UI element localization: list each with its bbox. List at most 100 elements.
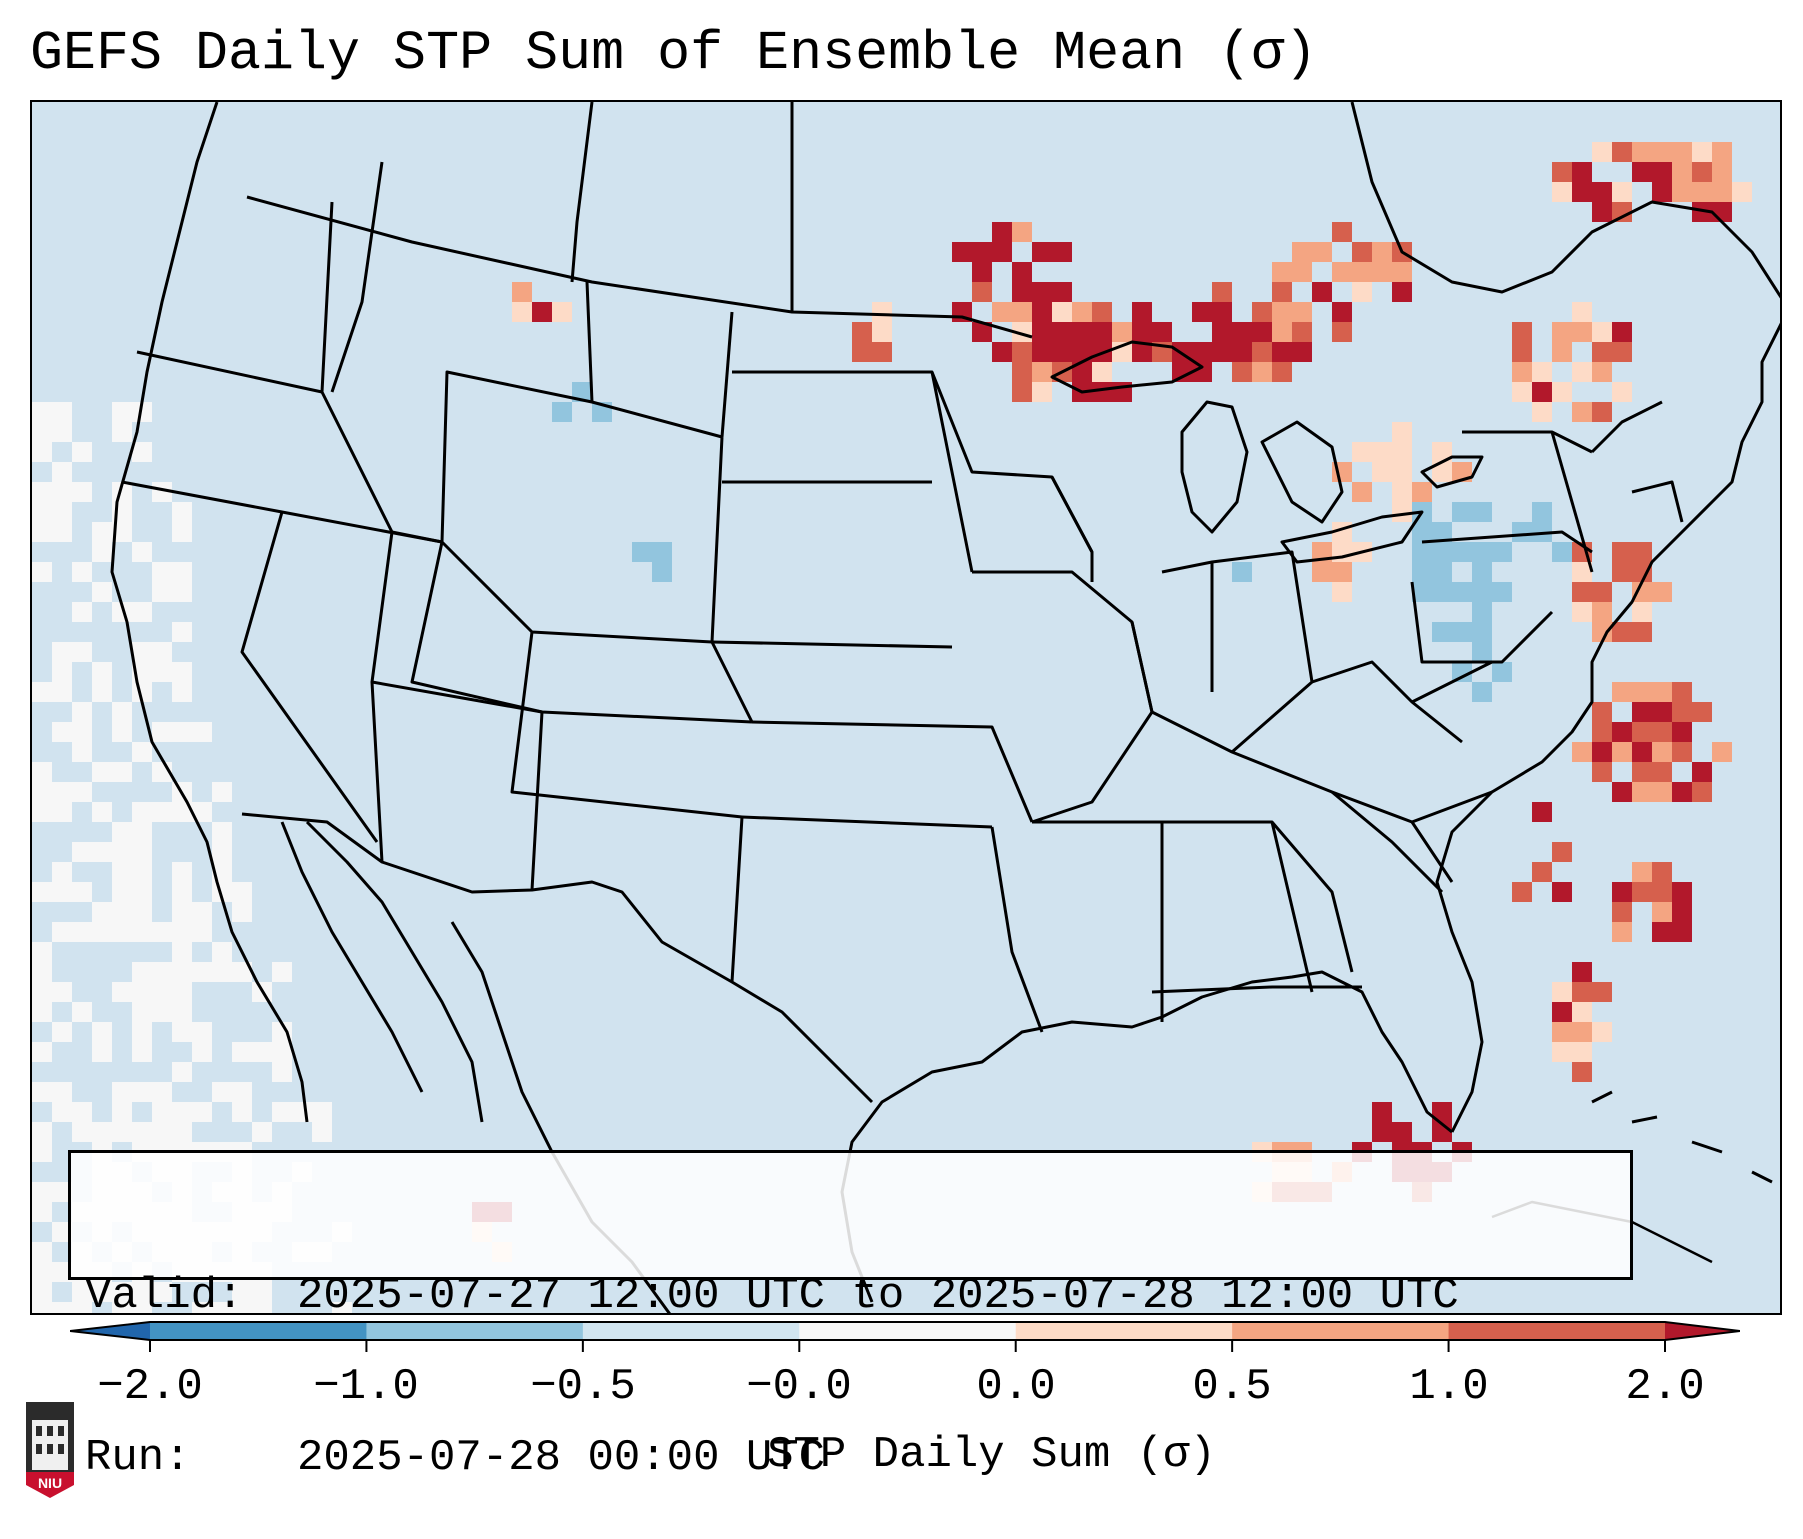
- anomaly-cell: [1452, 662, 1472, 682]
- neutral-cell: [32, 1302, 52, 1313]
- anomaly-cell: [1292, 342, 1312, 362]
- anomaly-cell: [1392, 282, 1412, 302]
- neutral-cell: [152, 922, 172, 942]
- anomaly-cell: [1692, 162, 1712, 182]
- anomaly-cell: [1412, 582, 1432, 602]
- coastlines: [110, 102, 1780, 1313]
- anomaly-cell: [1572, 962, 1592, 982]
- anomaly-cell: [1592, 362, 1612, 382]
- anomaly-cell: [992, 242, 1012, 262]
- anomaly-cell: [1272, 342, 1292, 362]
- anomaly-cell: [1572, 1002, 1592, 1022]
- neutral-cell: [172, 722, 192, 742]
- anomaly-cell: [1452, 622, 1472, 642]
- neutral-cell: [52, 462, 72, 482]
- anomaly-cell: [1632, 562, 1652, 582]
- anomaly-cell: [1572, 302, 1592, 322]
- anomaly-cell: [1032, 282, 1052, 302]
- neutral-cell: [152, 1102, 172, 1122]
- anomaly-cell: [1652, 882, 1672, 902]
- neutral-cell: [92, 1042, 112, 1062]
- anomaly-cell: [1392, 1122, 1412, 1142]
- anomaly-cell: [1692, 702, 1712, 722]
- anomaly-cell: [1392, 502, 1412, 522]
- anomaly-cell: [1552, 182, 1572, 202]
- anomaly-cell: [1532, 502, 1552, 522]
- anomaly-cell: [1672, 722, 1692, 742]
- neutral-cell: [192, 802, 212, 822]
- anomaly-cell: [1492, 542, 1512, 562]
- anomaly-cell: [1372, 242, 1392, 262]
- neutral-cell: [152, 482, 172, 502]
- anomaly-cell: [1512, 322, 1532, 342]
- anomaly-cell: [1232, 562, 1252, 582]
- anomaly-cell: [1192, 362, 1212, 382]
- neutral-cell: [232, 882, 252, 902]
- anomaly-cell: [1032, 362, 1052, 382]
- anomaly-cell: [512, 282, 532, 302]
- anomaly-cell: [1552, 1002, 1572, 1022]
- anomaly-cell: [1572, 402, 1592, 422]
- colorbar-segment: [1015, 1322, 1233, 1340]
- anomaly-cell: [972, 262, 992, 282]
- neutral-cell: [232, 1042, 252, 1062]
- neutral-pacific-region: [32, 402, 352, 1313]
- anomaly-cell: [1572, 162, 1592, 182]
- anomaly-cell: [1372, 1102, 1392, 1122]
- anomaly-cell: [1652, 682, 1672, 702]
- anomaly-cell: [1272, 262, 1292, 282]
- anomaly-cell: [1232, 322, 1252, 342]
- neutral-cell: [72, 1282, 92, 1302]
- neutral-cell: [172, 922, 192, 942]
- anomaly-cell: [1632, 542, 1652, 562]
- anomaly-cell: [1252, 302, 1272, 322]
- neutral-cell: [32, 1042, 52, 1062]
- colorbar-segment: [1448, 1322, 1666, 1340]
- neutral-cell: [32, 1122, 52, 1142]
- anomaly-cell: [1312, 282, 1332, 302]
- anomaly-cell: [1672, 882, 1692, 902]
- anomaly-cell: [1652, 722, 1672, 742]
- neutral-cell: [152, 1122, 172, 1142]
- anomaly-cell: [1592, 322, 1612, 342]
- valid-run-info-box: Valid: 2025-07-27 12:00 UTC to 2025-07-28…: [68, 1150, 1633, 1483]
- anomaly-cell: [1532, 402, 1552, 422]
- neutral-cell: [232, 1302, 252, 1313]
- anomaly-cell: [1092, 302, 1112, 322]
- anomaly-cell: [1612, 622, 1632, 642]
- anomaly-cell: [1052, 302, 1072, 322]
- neutral-cell: [172, 562, 192, 582]
- neutral-cell: [52, 1082, 72, 1102]
- neutral-cell: [112, 702, 132, 722]
- neutral-cell: [172, 682, 192, 702]
- neutral-cell: [52, 722, 72, 742]
- anomaly-cell: [1652, 142, 1672, 162]
- neutral-cell: [112, 402, 132, 422]
- neutral-cell: [52, 422, 72, 442]
- neutral-cell: [252, 1282, 272, 1302]
- anomaly-cell: [1552, 882, 1572, 902]
- anomaly-cell: [1252, 362, 1272, 382]
- colorbar-label: STP Daily Sum (σ): [767, 1430, 1216, 1480]
- neutral-cell: [32, 882, 52, 902]
- anomaly-cell: [1532, 862, 1552, 882]
- colorbar: [70, 1321, 1740, 1352]
- anomaly-cell: [1272, 282, 1292, 302]
- anomaly-cell: [1572, 1062, 1592, 1082]
- neutral-cell: [172, 1102, 192, 1122]
- neutral-cell: [152, 1002, 172, 1022]
- anomaly-cell: [1312, 542, 1332, 562]
- anomaly-cell: [1332, 562, 1352, 582]
- anomaly-cell: [1632, 622, 1652, 642]
- anomaly-cell: [1572, 602, 1592, 622]
- niu-logo: NIU: [26, 1402, 74, 1498]
- anomaly-cell: [1172, 362, 1192, 382]
- neutral-cell: [172, 1122, 192, 1142]
- anomaly-cell: [1692, 182, 1712, 202]
- neutral-cell: [72, 602, 92, 622]
- neutral-cell: [92, 662, 112, 682]
- colorbar-tick: 1.0: [1409, 1362, 1489, 1412]
- neutral-cell: [132, 402, 152, 422]
- anomaly-cell: [1612, 382, 1632, 402]
- neutral-cell: [212, 1082, 232, 1102]
